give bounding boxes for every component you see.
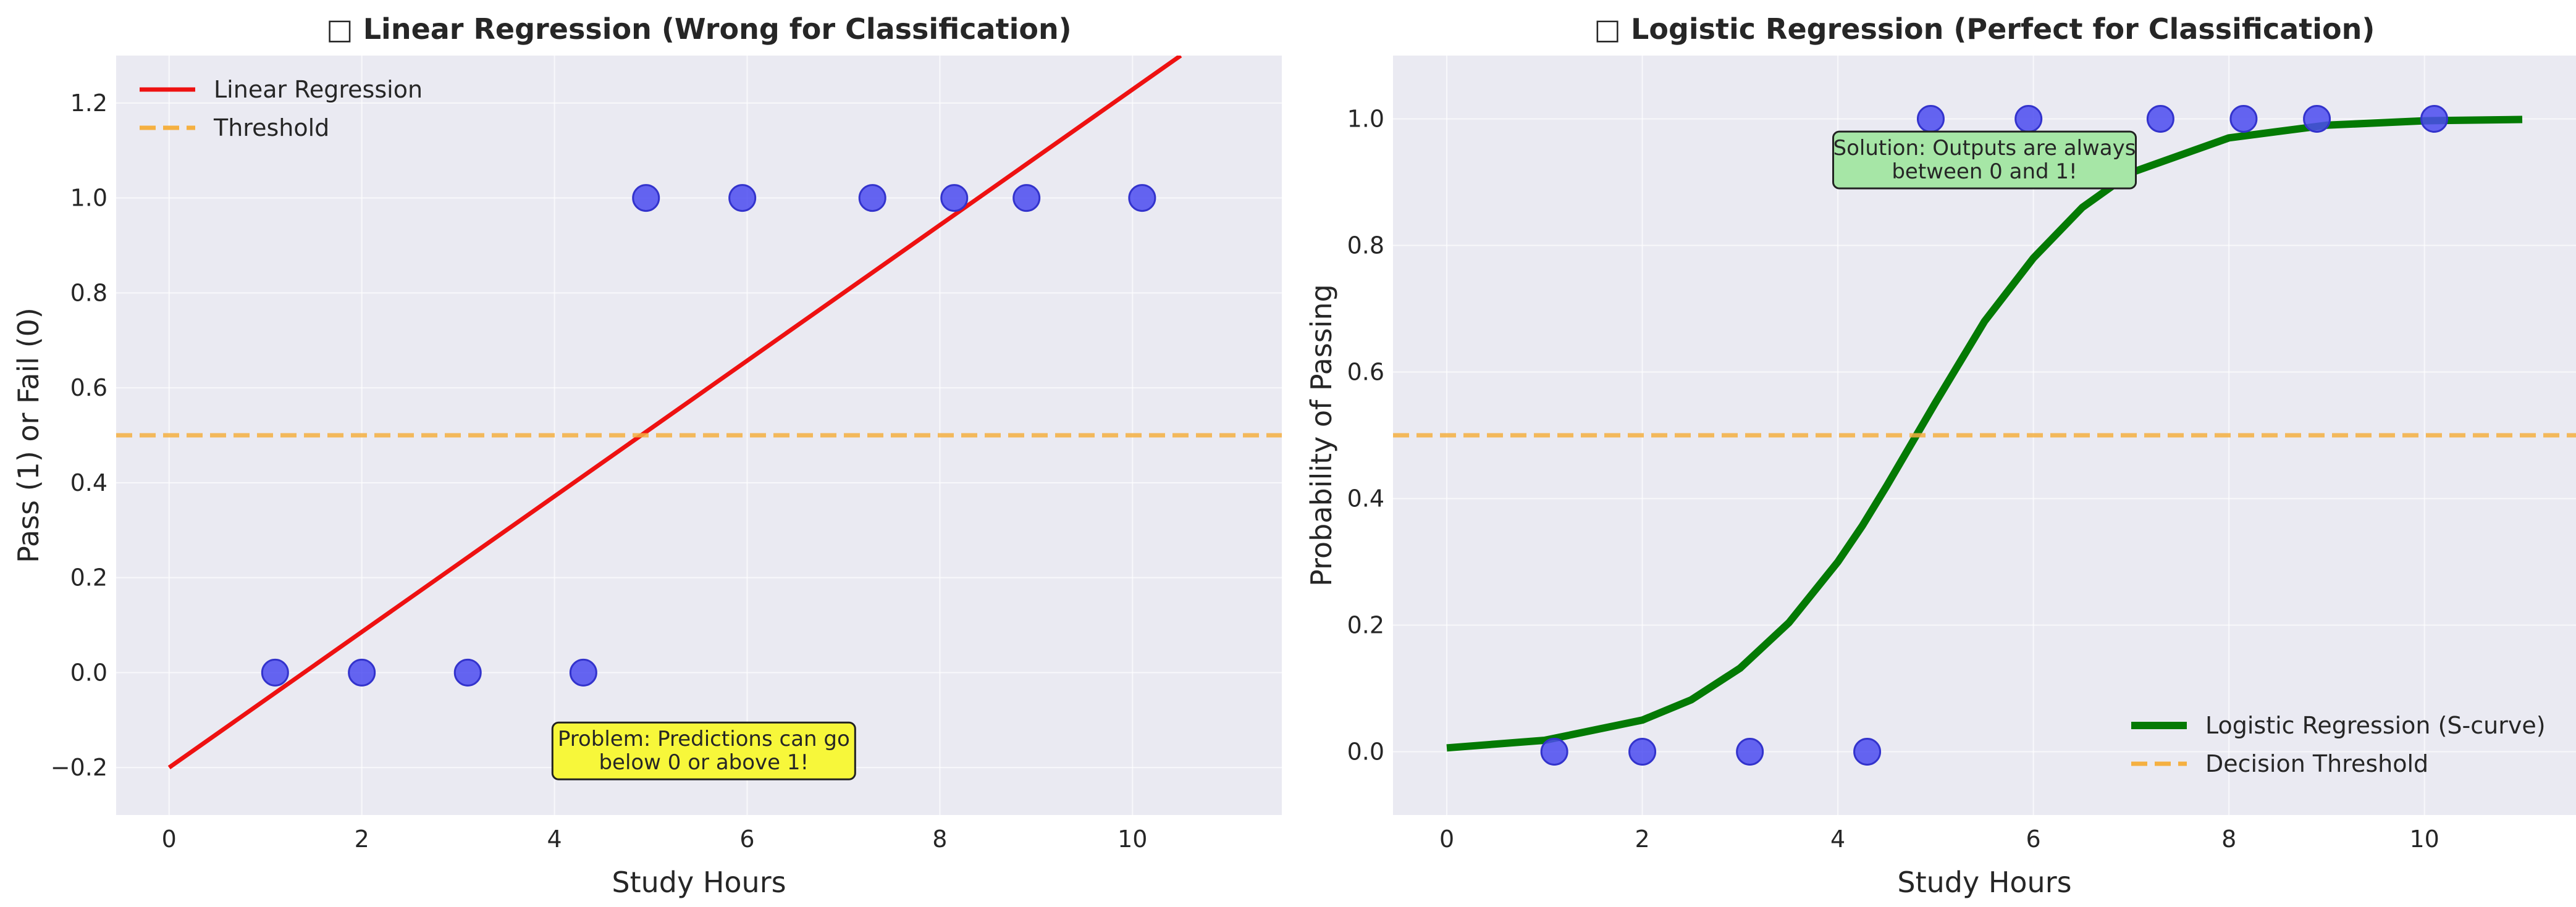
y-tick-label: 1.0 <box>1347 106 1384 133</box>
s-curve-line <box>1446 115 2523 752</box>
chart-panel-2: 0 2 4 6 8 10 0.0 0.2 0.4 0.6 0.8 1.0 Study Hours Prob… <box>1305 12 2576 899</box>
data-point <box>1736 738 1764 766</box>
y-tick-label: 0.0 <box>1347 738 1384 766</box>
x-tick-label: 10 <box>1118 825 1147 853</box>
y-tick-label: 0.2 <box>1347 612 1384 639</box>
x-tick-label: 10 <box>2410 825 2439 853</box>
annotation-text: Solution: Outputs are always <box>1833 136 2136 161</box>
x-tick-label: 0 <box>162 825 177 853</box>
annotation-box <box>1832 130 2137 190</box>
y-tick-label: −0.2 <box>51 754 107 781</box>
y-tick-label: 0.4 <box>1347 485 1384 512</box>
data-point <box>858 184 886 212</box>
legend-label: Threshold <box>213 114 329 141</box>
data-point <box>261 658 289 687</box>
y-tick-label: 0.8 <box>1347 232 1384 259</box>
annotation-text: below 0 or above 1! <box>599 750 809 775</box>
data-point <box>2303 105 2331 133</box>
annotation-text: between 0 and 1! <box>1892 159 2077 184</box>
x-tick-label: 4 <box>547 825 562 853</box>
chart-title: □ Logistic Regression (Perfect for Class… <box>1594 12 2375 46</box>
data-point <box>632 184 660 212</box>
annotation-box <box>551 721 856 780</box>
x-tick-label: 2 <box>355 825 369 853</box>
data-point <box>2014 105 2043 133</box>
data-point <box>728 184 757 212</box>
x-axis-label: Study Hours <box>1897 866 2071 899</box>
y-tick-label: 0.4 <box>70 469 107 496</box>
plot-content <box>1393 105 2576 766</box>
y-tick-label: 0.2 <box>70 564 107 591</box>
y-tick-label: 0.8 <box>70 279 107 306</box>
annotation-text: Problem: Predictions can go <box>558 727 850 751</box>
data-point <box>348 658 376 687</box>
x-tick-label: 0 <box>1439 825 1454 853</box>
y-tick-label: 1.0 <box>70 185 107 212</box>
data-point <box>2146 105 2174 133</box>
data-point <box>1128 184 1156 212</box>
data-point <box>2229 105 2258 133</box>
y-tick-label: 0.0 <box>70 659 107 686</box>
data-point <box>569 658 597 687</box>
legend-label: Logistic Regression (S-curve) <box>2205 712 2546 739</box>
chart-panel-1: 0 2 4 6 8 10 −0.2 0.0 0.2 0.4 0.6 0.8 1.0 1.2 Study Ho… <box>12 12 1282 899</box>
legend-label: Decision Threshold <box>2205 750 2428 777</box>
x-tick-label: 2 <box>1635 825 1649 853</box>
x-axis-label: Study Hours <box>612 866 786 899</box>
x-tick-label: 6 <box>739 825 754 853</box>
data-point <box>1540 738 1568 766</box>
data-point <box>940 184 969 212</box>
y-axis-label: Pass (1) or Fail (0) <box>12 307 45 563</box>
data-point <box>2420 105 2449 133</box>
data-point <box>1853 738 1882 766</box>
data-point <box>453 658 482 687</box>
plot-content <box>116 56 1282 769</box>
y-tick-label: 0.6 <box>70 374 107 401</box>
legend-label: Linear Regression <box>214 76 423 103</box>
regression-line <box>167 56 1182 769</box>
x-tick-label: 4 <box>1830 825 1845 853</box>
x-tick-label: 8 <box>932 825 947 853</box>
data-point <box>1916 105 1945 133</box>
x-tick-label: 6 <box>2026 825 2041 853</box>
y-tick-label: 1.2 <box>70 90 107 117</box>
chart-title: □ Linear Regression (Wrong for Classific… <box>326 12 1071 46</box>
x-tick-label: 8 <box>2221 825 2236 853</box>
data-point <box>1012 184 1041 212</box>
y-axis-label: Probability of Passing <box>1305 284 1338 587</box>
y-tick-label: 0.6 <box>1347 359 1384 386</box>
data-point <box>1628 738 1657 766</box>
